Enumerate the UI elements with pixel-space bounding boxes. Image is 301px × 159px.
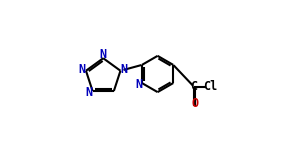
Text: N: N bbox=[120, 63, 127, 76]
Text: O: O bbox=[191, 97, 198, 110]
Text: N: N bbox=[85, 86, 92, 99]
Text: Cl: Cl bbox=[203, 80, 217, 93]
Text: N: N bbox=[78, 63, 85, 76]
Text: C: C bbox=[190, 80, 197, 93]
Text: N: N bbox=[135, 78, 143, 91]
Text: N: N bbox=[100, 48, 107, 61]
